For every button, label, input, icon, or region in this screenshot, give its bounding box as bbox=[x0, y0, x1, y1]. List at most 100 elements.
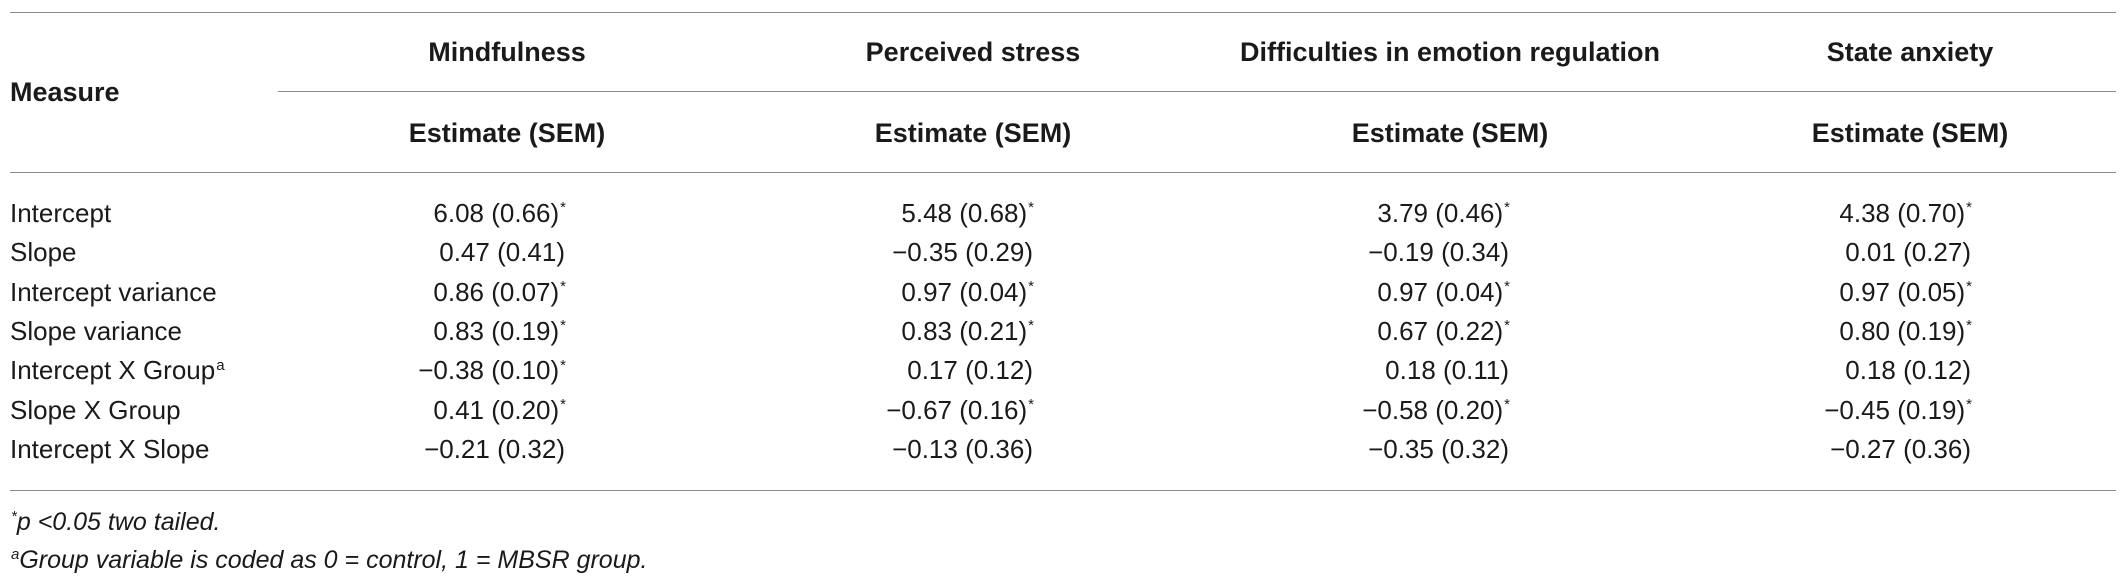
table-cell: −0.38 (0.10)* bbox=[366, 355, 566, 386]
table-cell: −0.27 (0.36) bbox=[1772, 434, 1972, 465]
significance-mark: * bbox=[560, 277, 566, 295]
subheader-estimate-sem: Estimate (SEM) bbox=[1351, 118, 1549, 148]
row-label-text: Slope bbox=[10, 237, 77, 268]
subheader-estimate-sem: Estimate (SEM) bbox=[408, 118, 606, 148]
estimate-value: 0.67 (0.22) bbox=[1377, 315, 1504, 346]
table-cell: −0.19 (0.34) bbox=[1310, 237, 1510, 268]
table-cell: −0.13 (0.36) bbox=[834, 434, 1034, 465]
row-label: Intercept X Groupa bbox=[10, 355, 225, 386]
table-cell: −0.58 (0.20)* bbox=[1310, 395, 1510, 426]
table-row: Slope X Group 0.41 (0.20)* −0.67 (0.16)* −0… bbox=[0, 395, 2122, 434]
footnote-text: p <0.05 two tailed. bbox=[16, 508, 221, 536]
row-label: Slope variance bbox=[10, 316, 182, 347]
row-label-text: Intercept variance bbox=[10, 276, 217, 307]
table-cell: 0.01 (0.27) bbox=[1772, 237, 1972, 268]
column-header-emotion-regulation: Difficulties in emotion regulation bbox=[1239, 37, 1661, 67]
table-cell: 0.80 (0.19)* bbox=[1772, 316, 1972, 347]
row-label: Intercept X Slope bbox=[10, 434, 209, 465]
table-cell: 5.48 (0.68)* bbox=[834, 198, 1034, 229]
significance-mark: * bbox=[1966, 317, 1972, 335]
significance-mark: * bbox=[560, 199, 566, 217]
significance-mark: * bbox=[560, 356, 566, 374]
estimate-value: −0.21 (0.32) bbox=[424, 433, 565, 464]
row-label-text: Intercept bbox=[10, 198, 112, 228]
estimate-value: 0.18 (0.12) bbox=[1845, 355, 1971, 386]
significance-mark: * bbox=[1966, 395, 1972, 413]
significance-mark: * bbox=[1966, 199, 1972, 217]
significance-mark: * bbox=[1504, 317, 1510, 335]
estimate-value: 0.83 (0.19) bbox=[433, 315, 560, 346]
table-cell: 0.97 (0.05)* bbox=[1772, 277, 1972, 308]
table-cell: 0.18 (0.12) bbox=[1772, 355, 1972, 386]
table-cell: 0.47 (0.41) bbox=[366, 237, 566, 268]
subheader-estimate-sem: Estimate (SEM) bbox=[874, 118, 1072, 148]
footnote-group-coding: aGroup variable is coded as 0 = control,… bbox=[10, 546, 647, 575]
footnote-mark: * bbox=[11, 507, 17, 525]
footnote-mark: a bbox=[11, 545, 20, 563]
subheader-estimate-sem: Estimate (SEM) bbox=[1811, 118, 2009, 148]
column-header-state-anxiety: State anxiety bbox=[1826, 37, 1994, 67]
header-bottom-rule bbox=[10, 172, 2116, 173]
estimate-value: −0.58 (0.20) bbox=[1362, 394, 1504, 425]
estimate-value: 3.79 (0.46) bbox=[1377, 198, 1504, 228]
table-row: Slope variance 0.83 (0.19)* 0.83 (0.21)* 0.… bbox=[0, 316, 2122, 355]
table-cell: 0.97 (0.04)* bbox=[834, 277, 1034, 308]
estimate-value: −0.27 (0.36) bbox=[1830, 433, 1971, 464]
footnote-text: Group variable is coded as 0 = control, … bbox=[19, 546, 648, 574]
estimate-value: 0.47 (0.41) bbox=[439, 237, 565, 268]
table-cell: 0.83 (0.19)* bbox=[366, 316, 566, 347]
table-top-rule bbox=[10, 12, 2116, 13]
significance-mark: * bbox=[1966, 277, 1972, 295]
significance-mark: * bbox=[560, 395, 566, 413]
table-cell: 0.97 (0.04)* bbox=[1310, 277, 1510, 308]
row-label-text: Intercept X Group bbox=[10, 355, 216, 386]
estimate-value: −0.35 (0.29) bbox=[892, 237, 1033, 268]
estimate-value: 0.97 (0.04) bbox=[901, 276, 1028, 307]
estimate-value: 0.97 (0.05) bbox=[1839, 276, 1966, 307]
significance-mark: * bbox=[560, 317, 566, 335]
estimate-value: 6.08 (0.66) bbox=[433, 198, 560, 228]
footnote-significance: *p <0.05 two tailed. bbox=[10, 508, 220, 537]
row-label-text: Intercept X Slope bbox=[10, 433, 210, 464]
table-row: Intercept X Slope −0.21 (0.32) −0.13 (0.36… bbox=[0, 434, 2122, 473]
table-cell: 0.86 (0.07)* bbox=[366, 277, 566, 308]
table-cell: −0.35 (0.29) bbox=[834, 237, 1034, 268]
estimate-value: 0.41 (0.20) bbox=[433, 394, 560, 425]
estimate-value: 4.38 (0.70) bbox=[1839, 198, 1966, 228]
table-row: Intercept variance 0.86 (0.07)* 0.97 (0.04… bbox=[0, 277, 2122, 316]
table-cell: 3.79 (0.46)* bbox=[1310, 198, 1510, 229]
table-cell: 6.08 (0.66)* bbox=[366, 198, 566, 229]
table-row: Intercept X Groupa −0.38 (0.10)* 0.17 (0.1… bbox=[0, 355, 2122, 394]
row-label: Intercept bbox=[10, 198, 111, 229]
estimate-value: −0.19 (0.34) bbox=[1368, 237, 1509, 268]
table-cell: 0.67 (0.22)* bbox=[1310, 316, 1510, 347]
row-label: Slope bbox=[10, 237, 77, 268]
estimate-value: 0.18 (0.11) bbox=[1385, 355, 1509, 386]
table-cell: 0.18 (0.11) bbox=[1310, 355, 1510, 386]
footnote-mark: a bbox=[216, 356, 225, 374]
estimate-value: −0.67 (0.16) bbox=[886, 394, 1028, 425]
estimate-value: −0.13 (0.36) bbox=[892, 433, 1033, 464]
estimate-value: −0.35 (0.32) bbox=[1368, 433, 1509, 464]
table-cell: 0.41 (0.20)* bbox=[366, 395, 566, 426]
column-group-rule bbox=[278, 91, 2116, 92]
row-label: Intercept variance bbox=[10, 277, 217, 308]
row-label-text: Slope variance bbox=[10, 315, 182, 346]
table-cell: 4.38 (0.70)* bbox=[1772, 198, 1972, 229]
estimate-value: 0.86 (0.07) bbox=[433, 276, 560, 307]
significance-mark: * bbox=[1028, 395, 1034, 413]
significance-mark: * bbox=[1504, 277, 1510, 295]
significance-mark: * bbox=[1504, 199, 1510, 217]
table-cell: 0.17 (0.12) bbox=[834, 355, 1034, 386]
estimate-value: −0.38 (0.10) bbox=[418, 355, 560, 386]
significance-mark: * bbox=[1504, 395, 1510, 413]
estimate-value: 0.97 (0.04) bbox=[1377, 276, 1504, 307]
row-label: Slope X Group bbox=[10, 395, 181, 426]
estimate-value: 5.48 (0.68) bbox=[901, 198, 1028, 228]
table-cell: −0.67 (0.16)* bbox=[834, 395, 1034, 426]
row-label-text: Slope X Group bbox=[10, 394, 181, 425]
table-row: Slope 0.47 (0.41) −0.35 (0.29) −0.19 (0.34)… bbox=[0, 237, 2122, 276]
estimate-value: 0.83 (0.21) bbox=[901, 315, 1028, 346]
estimate-value: 0.17 (0.12) bbox=[907, 355, 1033, 386]
significance-mark: * bbox=[1028, 277, 1034, 295]
